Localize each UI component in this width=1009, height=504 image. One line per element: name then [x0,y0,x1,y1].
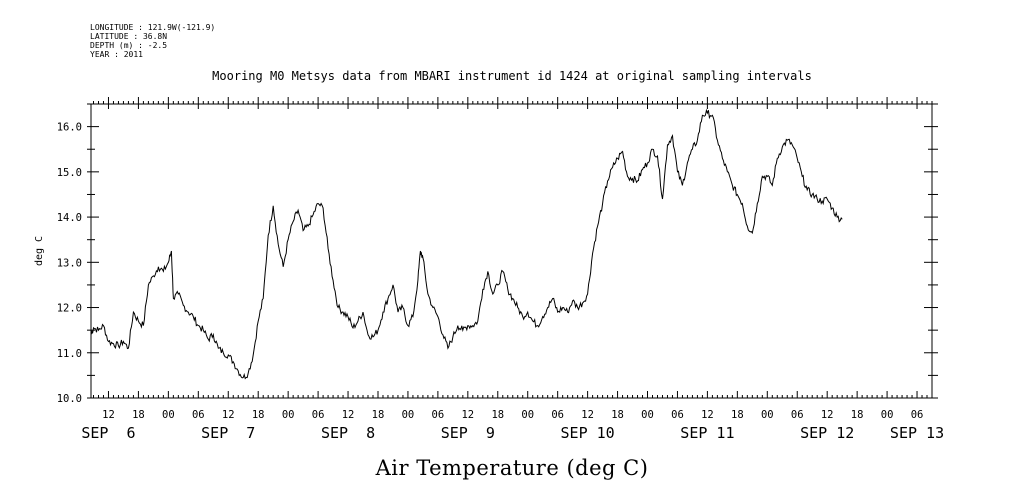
x-axis-label: Air Temperature (deg C) [375,456,649,480]
x-hour-label: 12 [342,409,355,421]
x-day-label: SEP 9 [441,424,495,442]
x-hour-label: 00 [881,409,894,421]
x-hour-label: 00 [641,409,654,421]
x-hour-label: 06 [551,409,564,421]
x-hour-label: 06 [192,409,205,421]
x-day-label: SEP 10 [561,424,615,442]
x-day-label: SEP 7 [201,424,255,442]
x-hour-label: 12 [222,409,235,421]
x-hour-label: 00 [761,409,774,421]
year-label: YEAR : 2011 [90,50,143,59]
y-axis: 10.0 11.0 12.0 13.0 14.0 15.0 16.0 [57,103,938,405]
x-day-label: SEP 6 [81,424,135,442]
x-day-label: SEP 12 [800,424,854,442]
x-day-label: SEP 8 [321,424,375,442]
x-hour-label: 18 [252,409,265,421]
y-tick-label: 16.0 [57,122,82,134]
x-day-label: SEP 13 [890,424,944,442]
x-hour-label: 12 [581,409,594,421]
x-hour-label: 18 [731,409,744,421]
y-tick-label: 15.0 [57,167,82,179]
x-hour-label: 18 [132,409,145,421]
y-tick-label: 13.0 [57,257,82,269]
x-axis: 12 18 00 06 12 18 00 06 12 18 00 06 12 18 00 06 12 18 00 06… [81,97,944,442]
y-tick-label: 10.0 [57,393,82,405]
y-tick-label: 11.0 [57,348,82,360]
x-hour-label: 06 [671,409,684,421]
x-hour-label: 18 [491,409,504,421]
y-tick-label: 12.0 [57,303,82,315]
x-hour-label: 18 [611,409,624,421]
latitude-label: LATITUDE : 36.8N [90,32,167,41]
x-hour-label: 00 [162,409,175,421]
x-hour-label: 00 [282,409,295,421]
air-temperature-line [90,108,843,380]
longitude-label: LONGITUDE : 121.9W(-121.9) [90,23,215,32]
y-axis-label: deg C [34,236,45,266]
x-hour-label: 12 [701,409,714,421]
plot-frame [90,103,933,399]
x-hour-label: 12 [461,409,474,421]
x-hour-label: 18 [372,409,385,421]
x-hour-label: 06 [791,409,804,421]
x-hour-label: 06 [911,409,924,421]
x-hour-label: 12 [102,409,115,421]
x-hour-label: 12 [821,409,834,421]
y-tick-label: 14.0 [57,212,82,224]
x-hour-label: 00 [402,409,415,421]
chart-title: Mooring M0 Metsys data from MBARI instru… [212,69,812,83]
depth-label: DEPTH (m) : -2.5 [90,41,167,50]
x-hour-label: 18 [851,409,864,421]
x-hour-label: 00 [521,409,534,421]
x-hour-label: 06 [432,409,445,421]
x-hour-label: 06 [312,409,325,421]
x-day-label: SEP 11 [680,424,734,442]
